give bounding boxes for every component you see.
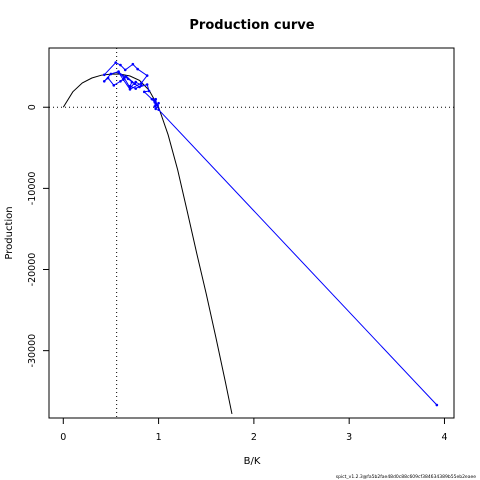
- trajectory-point: [102, 73, 106, 77]
- plot-frame: [48, 47, 455, 419]
- trajectory-point: [119, 79, 122, 83]
- black-curve-line: [62, 73, 233, 415]
- x-axis: 0 1 2 3 4: [60, 417, 447, 443]
- trajectory-point: [123, 68, 127, 72]
- trajectory-point: [122, 76, 126, 80]
- reference-lines: [49, 48, 454, 418]
- blue-trajectory-line: [103, 61, 438, 406]
- y-tick-label: -30000: [27, 334, 38, 368]
- trajectory-point: [145, 74, 149, 77]
- trajectory-point: [153, 101, 157, 104]
- trajectory-point: [106, 76, 110, 80]
- y-axis-label: Production: [4, 206, 15, 259]
- version-footer: spict_v1.2.3@fa5b2fae48d0c88c609cf384634…: [336, 474, 476, 480]
- trajectory-point: [134, 87, 138, 90]
- trajectory-point: [147, 89, 151, 93]
- series-group: [62, 61, 439, 415]
- trajectory-point: [154, 97, 158, 101]
- trajectory-point: [138, 85, 141, 89]
- trajectory-point: [157, 101, 160, 105]
- y-tick-label: -20000: [27, 253, 38, 287]
- trajectory-point: [142, 90, 146, 94]
- trajectory-point: [119, 63, 122, 67]
- x-tick-label: 0: [60, 432, 66, 443]
- x-tick-label: 3: [346, 432, 352, 443]
- trajectory-point: [128, 84, 132, 88]
- x-tick-label: 2: [251, 432, 257, 443]
- trajectory-point: [130, 80, 134, 84]
- trajectory-point: [136, 67, 139, 71]
- trajectory-point: [126, 77, 130, 81]
- trajectory-point: [114, 61, 118, 64]
- trajectory-point: [117, 70, 120, 73]
- trajectory-point: [131, 62, 135, 66]
- trajectory-point: [134, 80, 138, 84]
- trajectory-point: [435, 403, 439, 407]
- trajectory-point: [145, 83, 149, 86]
- chart-title: Production curve: [189, 18, 314, 33]
- trajectory-point: [124, 75, 128, 78]
- trajectory-point: [154, 107, 158, 111]
- y-axis: 0 -10000 -20000 -30000: [27, 104, 50, 368]
- y-tick-label: -10000: [27, 172, 38, 206]
- x-tick-label: 1: [156, 432, 162, 443]
- x-tick-label: 4: [441, 432, 447, 443]
- trajectory-point: [156, 104, 159, 107]
- x-axis-label: B/K: [244, 456, 261, 467]
- trajectory-point: [109, 72, 113, 76]
- trajectory-point: [140, 81, 143, 85]
- trajectory-point: [157, 108, 160, 111]
- y-tick-label: 0: [27, 104, 38, 110]
- trajectory-point: [153, 105, 157, 108]
- trajectory-point: [102, 79, 106, 83]
- trajectory-point: [112, 84, 116, 87]
- trajectory-point: [140, 84, 143, 87]
